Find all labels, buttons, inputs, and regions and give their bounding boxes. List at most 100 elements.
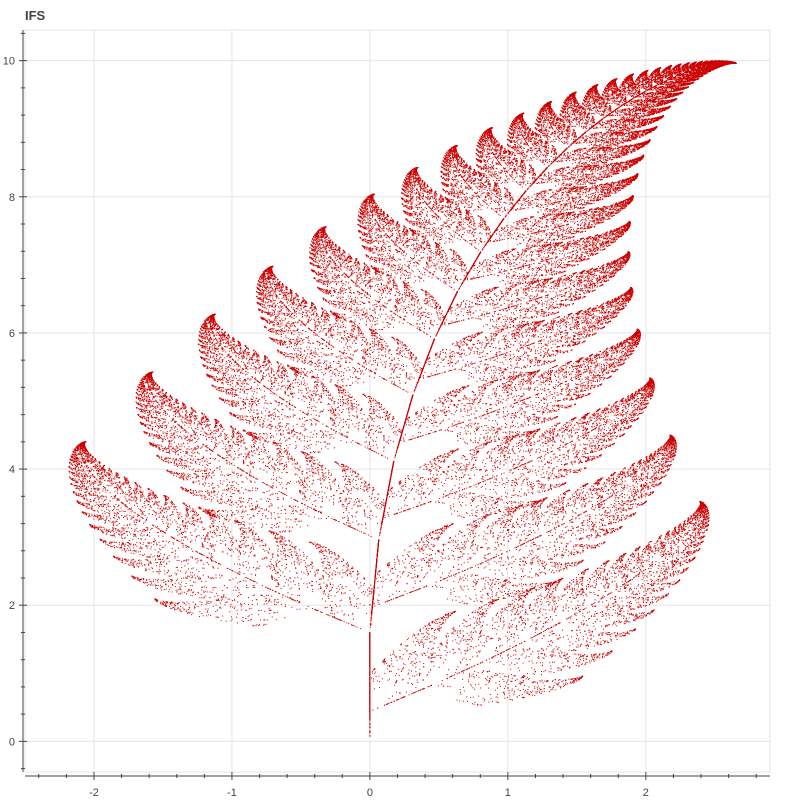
fern-point (597, 613, 598, 614)
fern-point (586, 662, 587, 663)
fern-point (620, 511, 621, 512)
fern-point (315, 543, 316, 544)
fern-point (577, 224, 578, 225)
fern-point (528, 348, 529, 349)
fern-point (531, 384, 532, 385)
fern-point (219, 535, 220, 536)
fern-point (101, 472, 102, 473)
fern-point (580, 283, 581, 284)
fern-point (222, 599, 223, 600)
fern-point (554, 198, 555, 199)
fern-point (391, 275, 392, 276)
fern-point (373, 248, 374, 249)
fern-point (525, 423, 526, 424)
fern-point (572, 591, 573, 592)
fern-point (311, 423, 312, 424)
fern-point (224, 526, 225, 527)
fern-point (374, 497, 375, 498)
fern-point (432, 477, 433, 478)
fern-point (624, 422, 625, 423)
fern-point (458, 194, 459, 195)
fern-point (274, 578, 275, 579)
fern-point (583, 331, 584, 332)
fern-point (518, 236, 519, 237)
fern-point (339, 488, 340, 489)
fern-point (503, 417, 504, 418)
fern-point (426, 557, 427, 558)
fern-point (538, 248, 539, 249)
fern-point (602, 185, 603, 186)
fern-point (475, 334, 476, 335)
fern-point (230, 580, 231, 581)
fern-point (460, 689, 461, 690)
fern-point (504, 386, 505, 387)
fern-point (524, 468, 525, 469)
fern-point (537, 268, 538, 269)
fern-point (588, 241, 589, 242)
fern-point (538, 393, 539, 394)
fern-point (545, 451, 546, 452)
fern-point (236, 352, 237, 353)
fern-point (584, 239, 585, 240)
fern-point (501, 586, 502, 587)
fern-point (484, 425, 485, 426)
fern-point (610, 639, 611, 640)
fern-point (575, 500, 576, 501)
fern-point (579, 284, 580, 285)
fern-point (326, 252, 327, 253)
fern-point (505, 527, 506, 528)
fern-point (579, 657, 580, 658)
fern-point (434, 308, 435, 309)
fern-point (501, 478, 502, 479)
fern-point (405, 299, 406, 300)
fern-point (483, 443, 484, 444)
fern-point (498, 520, 499, 521)
fern-point (285, 341, 286, 342)
fern-point (393, 425, 394, 426)
fern-point (457, 433, 458, 434)
fern-point (621, 572, 622, 573)
fern-point (576, 327, 577, 328)
fern-point (554, 508, 555, 509)
fern-point (580, 423, 581, 424)
fern-point (187, 522, 188, 523)
fern-point (543, 313, 544, 314)
fern-point (479, 392, 480, 393)
fern-point (543, 378, 544, 379)
fern-point (510, 354, 511, 355)
fern-point (554, 284, 555, 285)
fern-point (171, 433, 172, 434)
fern-point (183, 526, 184, 527)
fern-point (604, 503, 605, 504)
fern-point (614, 531, 615, 532)
fern-point (531, 445, 532, 446)
fern-point (511, 269, 512, 270)
fern-point (211, 347, 212, 348)
fern-point (491, 338, 492, 339)
fern-point (532, 177, 533, 178)
fern-point (433, 653, 434, 654)
fern-point (569, 252, 570, 253)
fern-point (594, 446, 595, 447)
fern-point (561, 290, 562, 291)
fern-point (552, 405, 553, 406)
fern-point (350, 296, 351, 297)
fern-point (508, 192, 509, 193)
fern-point (429, 296, 430, 297)
fern-point (555, 565, 556, 566)
fern-point (513, 330, 514, 331)
fern-point (397, 557, 398, 558)
fern-point (616, 481, 617, 482)
fern-point (627, 561, 628, 562)
fern-point (304, 493, 305, 494)
fern-point (649, 389, 650, 390)
fern-point (536, 611, 537, 612)
fern-point (279, 569, 280, 570)
fern-point (278, 388, 279, 389)
fern-point (472, 456, 473, 457)
fern-point (583, 426, 584, 427)
fern-point (672, 563, 673, 564)
fern-point (542, 142, 543, 143)
fern-point (264, 440, 265, 441)
fern-point (580, 376, 581, 377)
